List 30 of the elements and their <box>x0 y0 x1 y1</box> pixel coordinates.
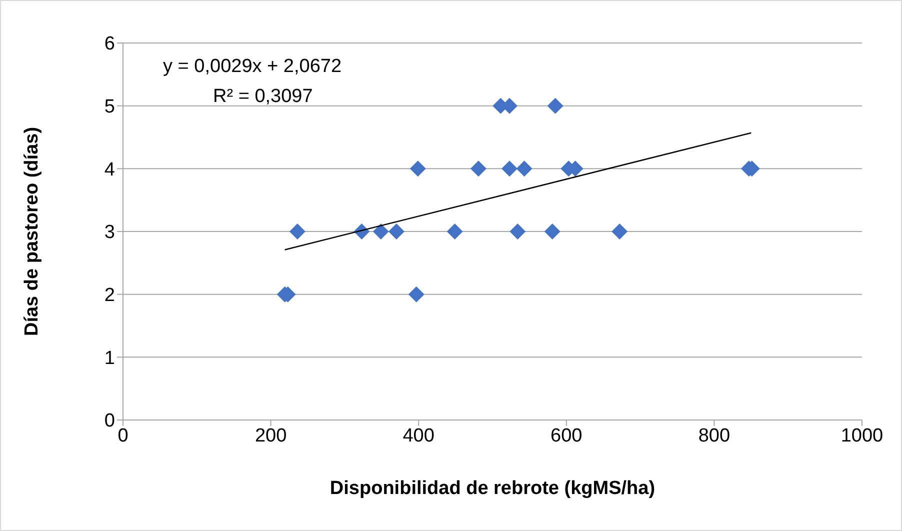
y-tick-label: 4 <box>104 159 116 180</box>
x-tick-label: 400 <box>402 425 434 446</box>
y-tick-label: 3 <box>104 222 115 244</box>
point <box>388 224 404 240</box>
point <box>547 98 564 114</box>
x-tick-label: 1000 <box>840 425 884 446</box>
point <box>408 286 424 302</box>
y-tick-label: 6 <box>104 34 115 55</box>
point <box>612 224 628 240</box>
x-tick-label: 600 <box>550 425 582 446</box>
y-tick-label: 1 <box>104 348 115 369</box>
point <box>510 224 526 240</box>
point <box>516 160 532 177</box>
point <box>446 224 463 240</box>
x-axis-title: Disponibilidad de rebrote (kgMS/ha) <box>330 478 656 499</box>
x-tick-label: 0 <box>118 425 128 446</box>
point <box>289 224 306 240</box>
point <box>544 224 560 240</box>
x-tick-label: 800 <box>698 425 730 446</box>
y-tick-label: 5 <box>104 96 115 118</box>
y-axis-title: Días de pastoreo (días) <box>22 126 43 336</box>
x-tick-label: 200 <box>254 425 287 446</box>
point <box>410 160 426 177</box>
y-tick-label: 0 <box>104 410 115 432</box>
annotation: y = 0,0029x + 2,0672 <box>163 56 342 78</box>
y-tick-label: 2 <box>104 285 115 306</box>
point <box>470 160 486 177</box>
point <box>501 160 518 177</box>
point <box>372 224 389 240</box>
annotation: R² = 0,3097 <box>213 86 313 108</box>
